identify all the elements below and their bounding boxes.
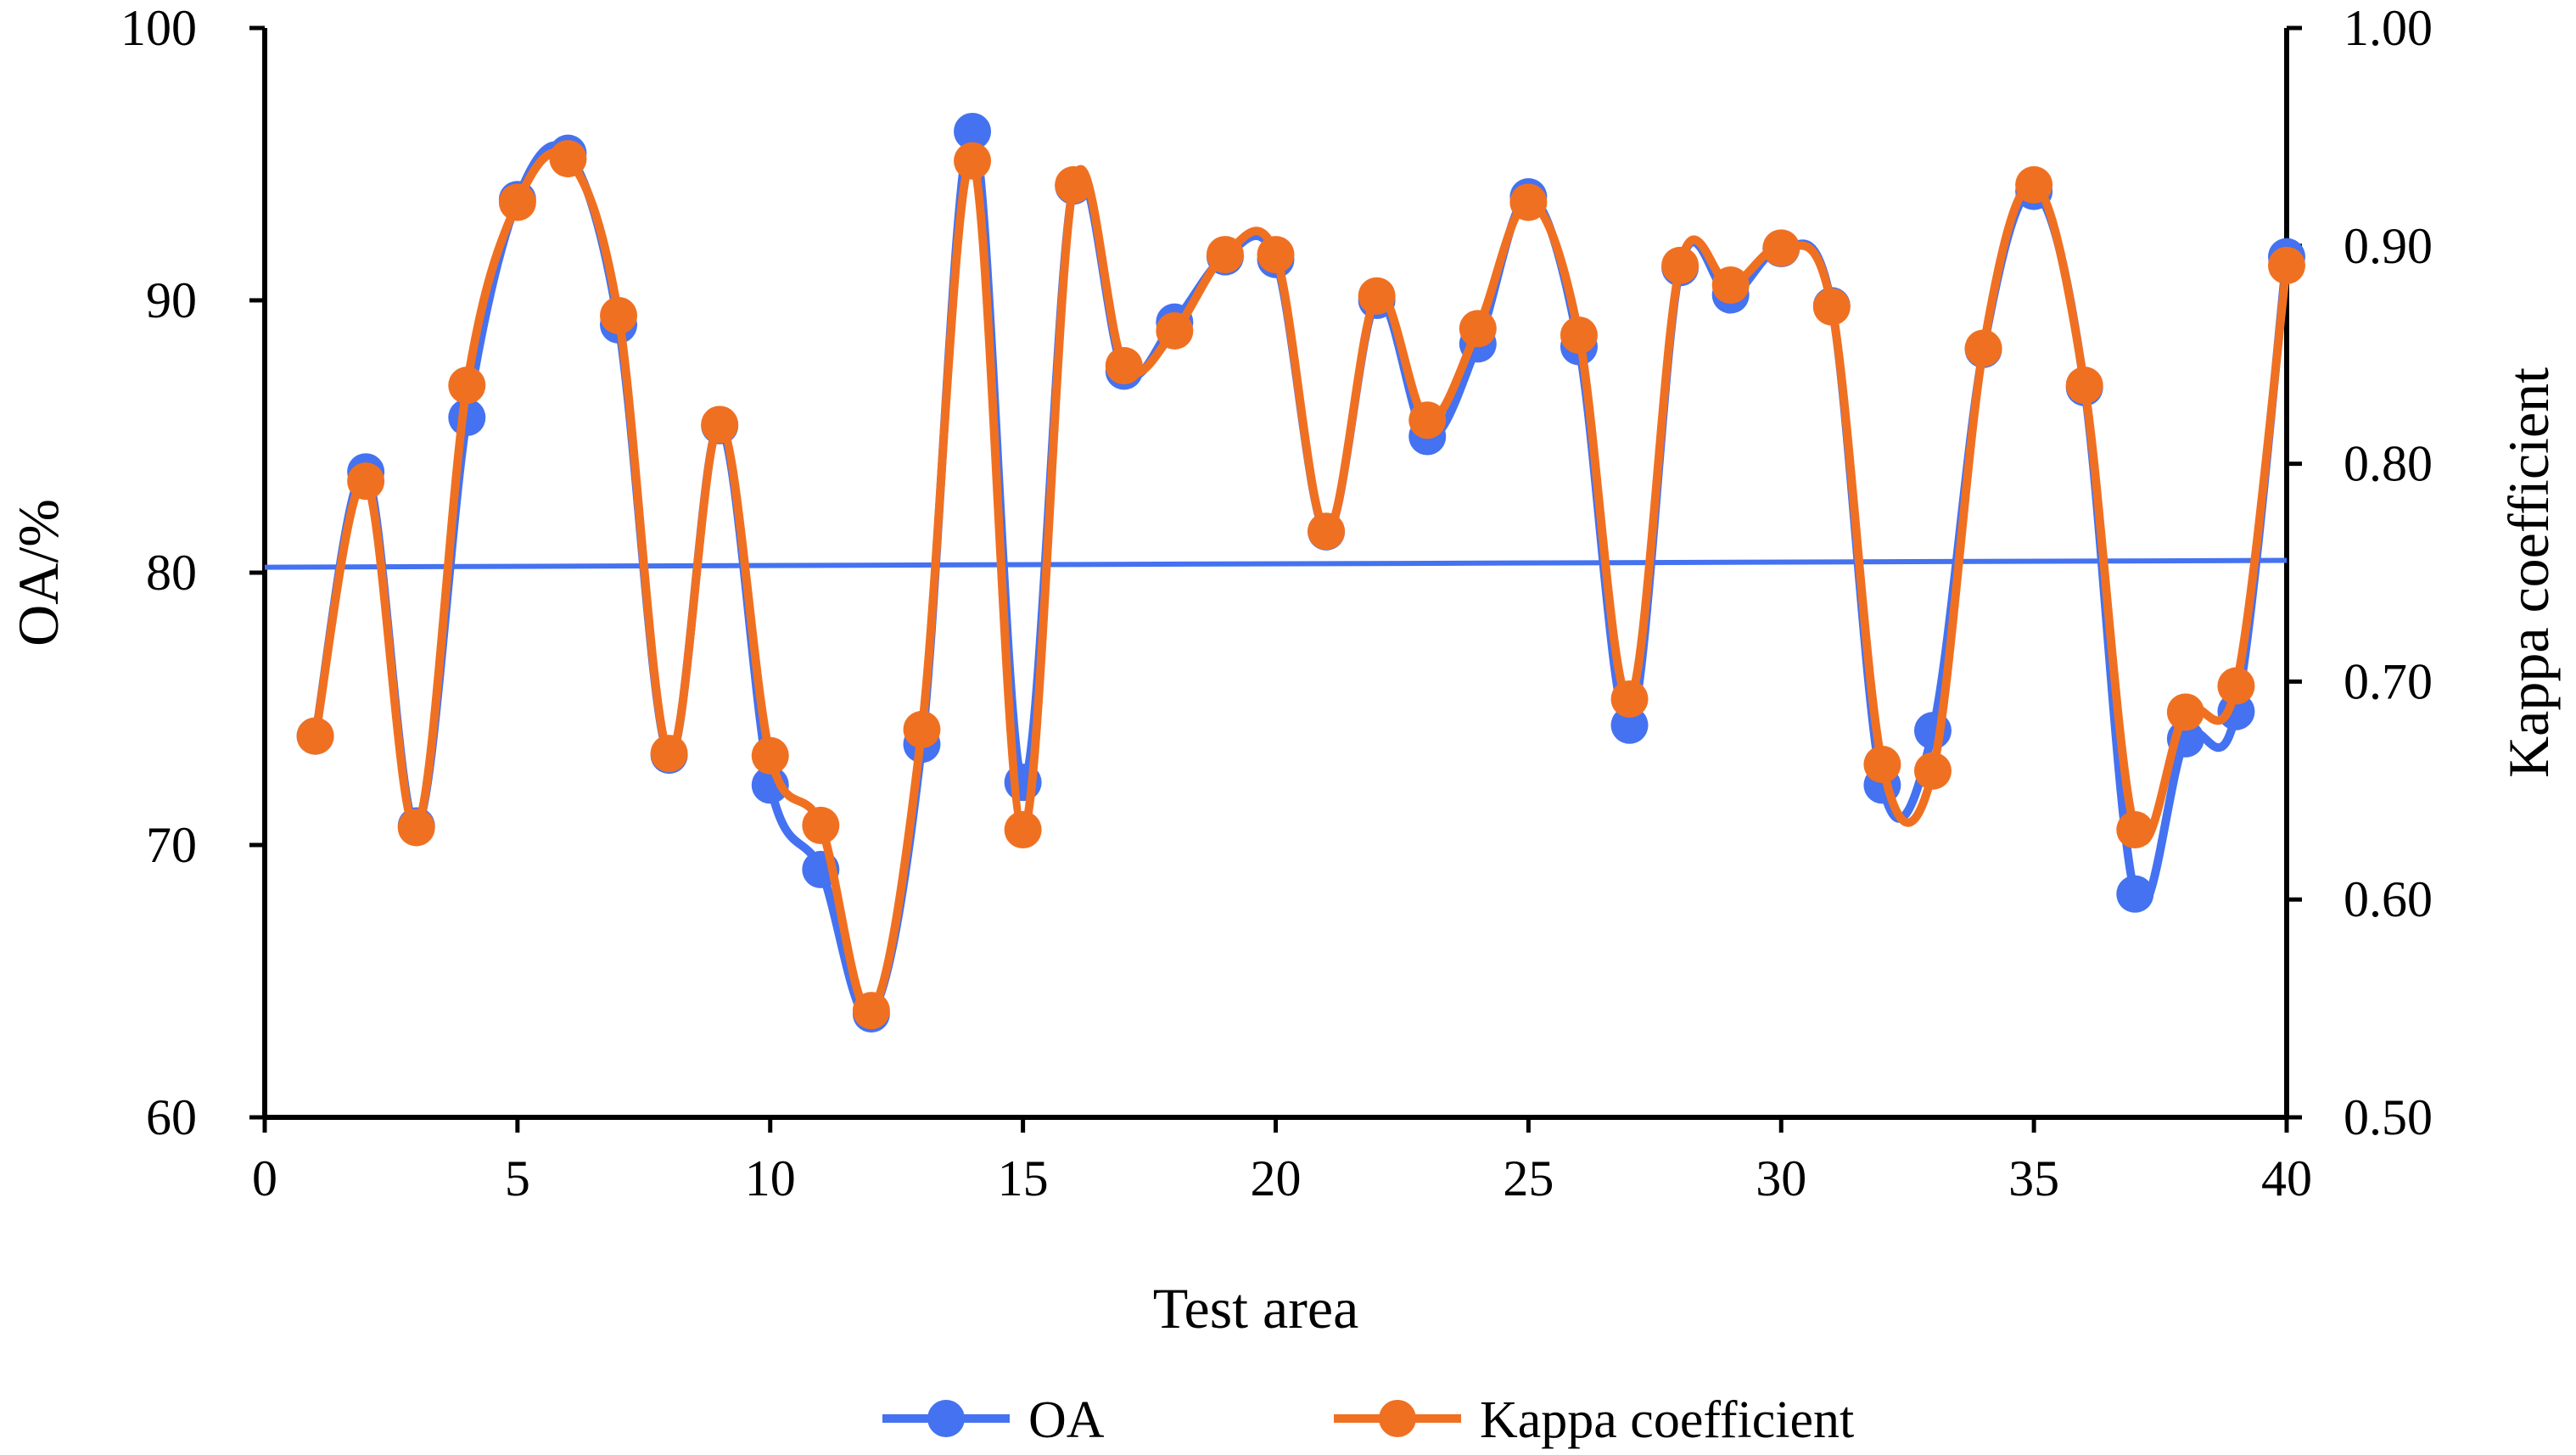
series-kappa-point	[701, 406, 739, 444]
x-tick-label: 20	[1251, 1150, 1302, 1206]
series-oa-point	[954, 112, 992, 150]
series-kappa-point	[903, 710, 941, 748]
series-kappa-point	[1913, 752, 1952, 790]
y-left-tick-label: 80	[146, 545, 197, 601]
series-kappa-point	[852, 992, 890, 1030]
series-kappa-point	[549, 140, 587, 178]
x-tick-label: 5	[505, 1150, 530, 1206]
y-right-tick-label: 0.70	[2344, 653, 2433, 709]
y-right-tick-label: 0.60	[2344, 871, 2433, 927]
series-kappa-point	[1762, 229, 1800, 267]
series-kappa-point	[1257, 236, 1295, 274]
series-kappa-point	[1055, 165, 1093, 204]
legend-kappa-label: Kappa coefficient	[1480, 1391, 1854, 1449]
series-kappa-point	[2166, 693, 2204, 731]
mean-line-layer	[264, 557, 2288, 570]
legend-oa-marker	[927, 1400, 965, 1437]
series-kappa-point	[1560, 316, 1598, 355]
series-oa-point	[2217, 692, 2255, 730]
legend-kappa-marker	[1379, 1400, 1416, 1437]
series-kappa-point	[600, 296, 638, 334]
y-right-tick-label: 1.00	[2344, 0, 2433, 56]
series-layer	[296, 112, 2305, 1033]
y-left-tick-label: 60	[146, 1089, 197, 1145]
series-kappa-point	[347, 462, 385, 501]
y-left-tick-label: 70	[146, 817, 197, 873]
series-kappa-point	[1509, 183, 1548, 221]
legend: OA Kappa coefficient	[882, 1391, 1854, 1449]
series-kappa-point	[1206, 236, 1244, 274]
series-kappa-point	[2116, 811, 2154, 849]
y-axis-right-label: Kappa coefficient	[2496, 367, 2561, 778]
series-kappa-point	[1661, 246, 1700, 284]
series-kappa-point	[1308, 512, 1346, 551]
x-tick-label: 10	[745, 1150, 796, 1206]
series-kappa-point	[1964, 329, 2002, 367]
series-kappa-point	[1156, 311, 1194, 350]
series-kappa-point	[954, 142, 992, 180]
series-kappa-point	[1711, 266, 1750, 305]
series-kappa-point	[2217, 667, 2255, 705]
series-kappa-point	[296, 717, 334, 755]
axes	[262, 28, 2289, 1120]
x-axis-label: Test area	[1153, 1276, 1359, 1340]
series-kappa-line	[311, 148, 2291, 1016]
series-kappa-point	[1459, 310, 1497, 348]
series-kappa-point	[448, 367, 486, 405]
series-kappa-point	[751, 736, 789, 775]
x-tick-label: 40	[2261, 1150, 2312, 1206]
y-left-tick-label: 100	[120, 0, 197, 56]
series-kappa-point	[650, 735, 688, 773]
series-kappa-point	[1408, 401, 1447, 439]
series-kappa	[296, 140, 2305, 1030]
y-axis-left-label: OA/%	[6, 499, 70, 646]
x-tick-label: 35	[2008, 1150, 2059, 1206]
x-tick-label: 15	[998, 1150, 1049, 1206]
series-kappa-point	[2015, 165, 2053, 204]
series-kappa-point	[1105, 347, 1143, 385]
legend-oa-label: OA	[1028, 1391, 1105, 1449]
series-kappa-point	[802, 806, 840, 844]
series-kappa-point	[498, 183, 536, 221]
y-right-tick-label: 0.80	[2344, 436, 2433, 492]
tick-labels: 0 5 10 15 20 25 30 35 40 60 70 80 90 100 0.50 0.60 0.70 0…	[120, 0, 2433, 1206]
y-right-tick-label: 0.50	[2344, 1089, 2433, 1145]
x-tick-label: 25	[1503, 1150, 1554, 1206]
x-tick-label: 30	[1756, 1150, 1806, 1206]
series-kappa-point	[1610, 680, 1649, 718]
series-kappa-point	[1812, 288, 1851, 326]
series-kappa-point	[2268, 246, 2305, 284]
series-oa-point	[2116, 875, 2154, 913]
series-kappa-point	[397, 809, 435, 847]
y-left-tick-label: 90	[146, 272, 197, 328]
y-right-tick-label: 0.90	[2344, 218, 2433, 274]
series-kappa-point	[1004, 811, 1042, 849]
series-kappa-point	[2065, 367, 2103, 405]
mean-line	[264, 557, 2288, 570]
series-kappa-point	[1358, 277, 1396, 315]
series-oa-point	[1610, 706, 1649, 744]
series-kappa-point	[1863, 745, 1901, 783]
x-tick-label: 0	[252, 1150, 277, 1206]
ticks	[249, 25, 2302, 1133]
